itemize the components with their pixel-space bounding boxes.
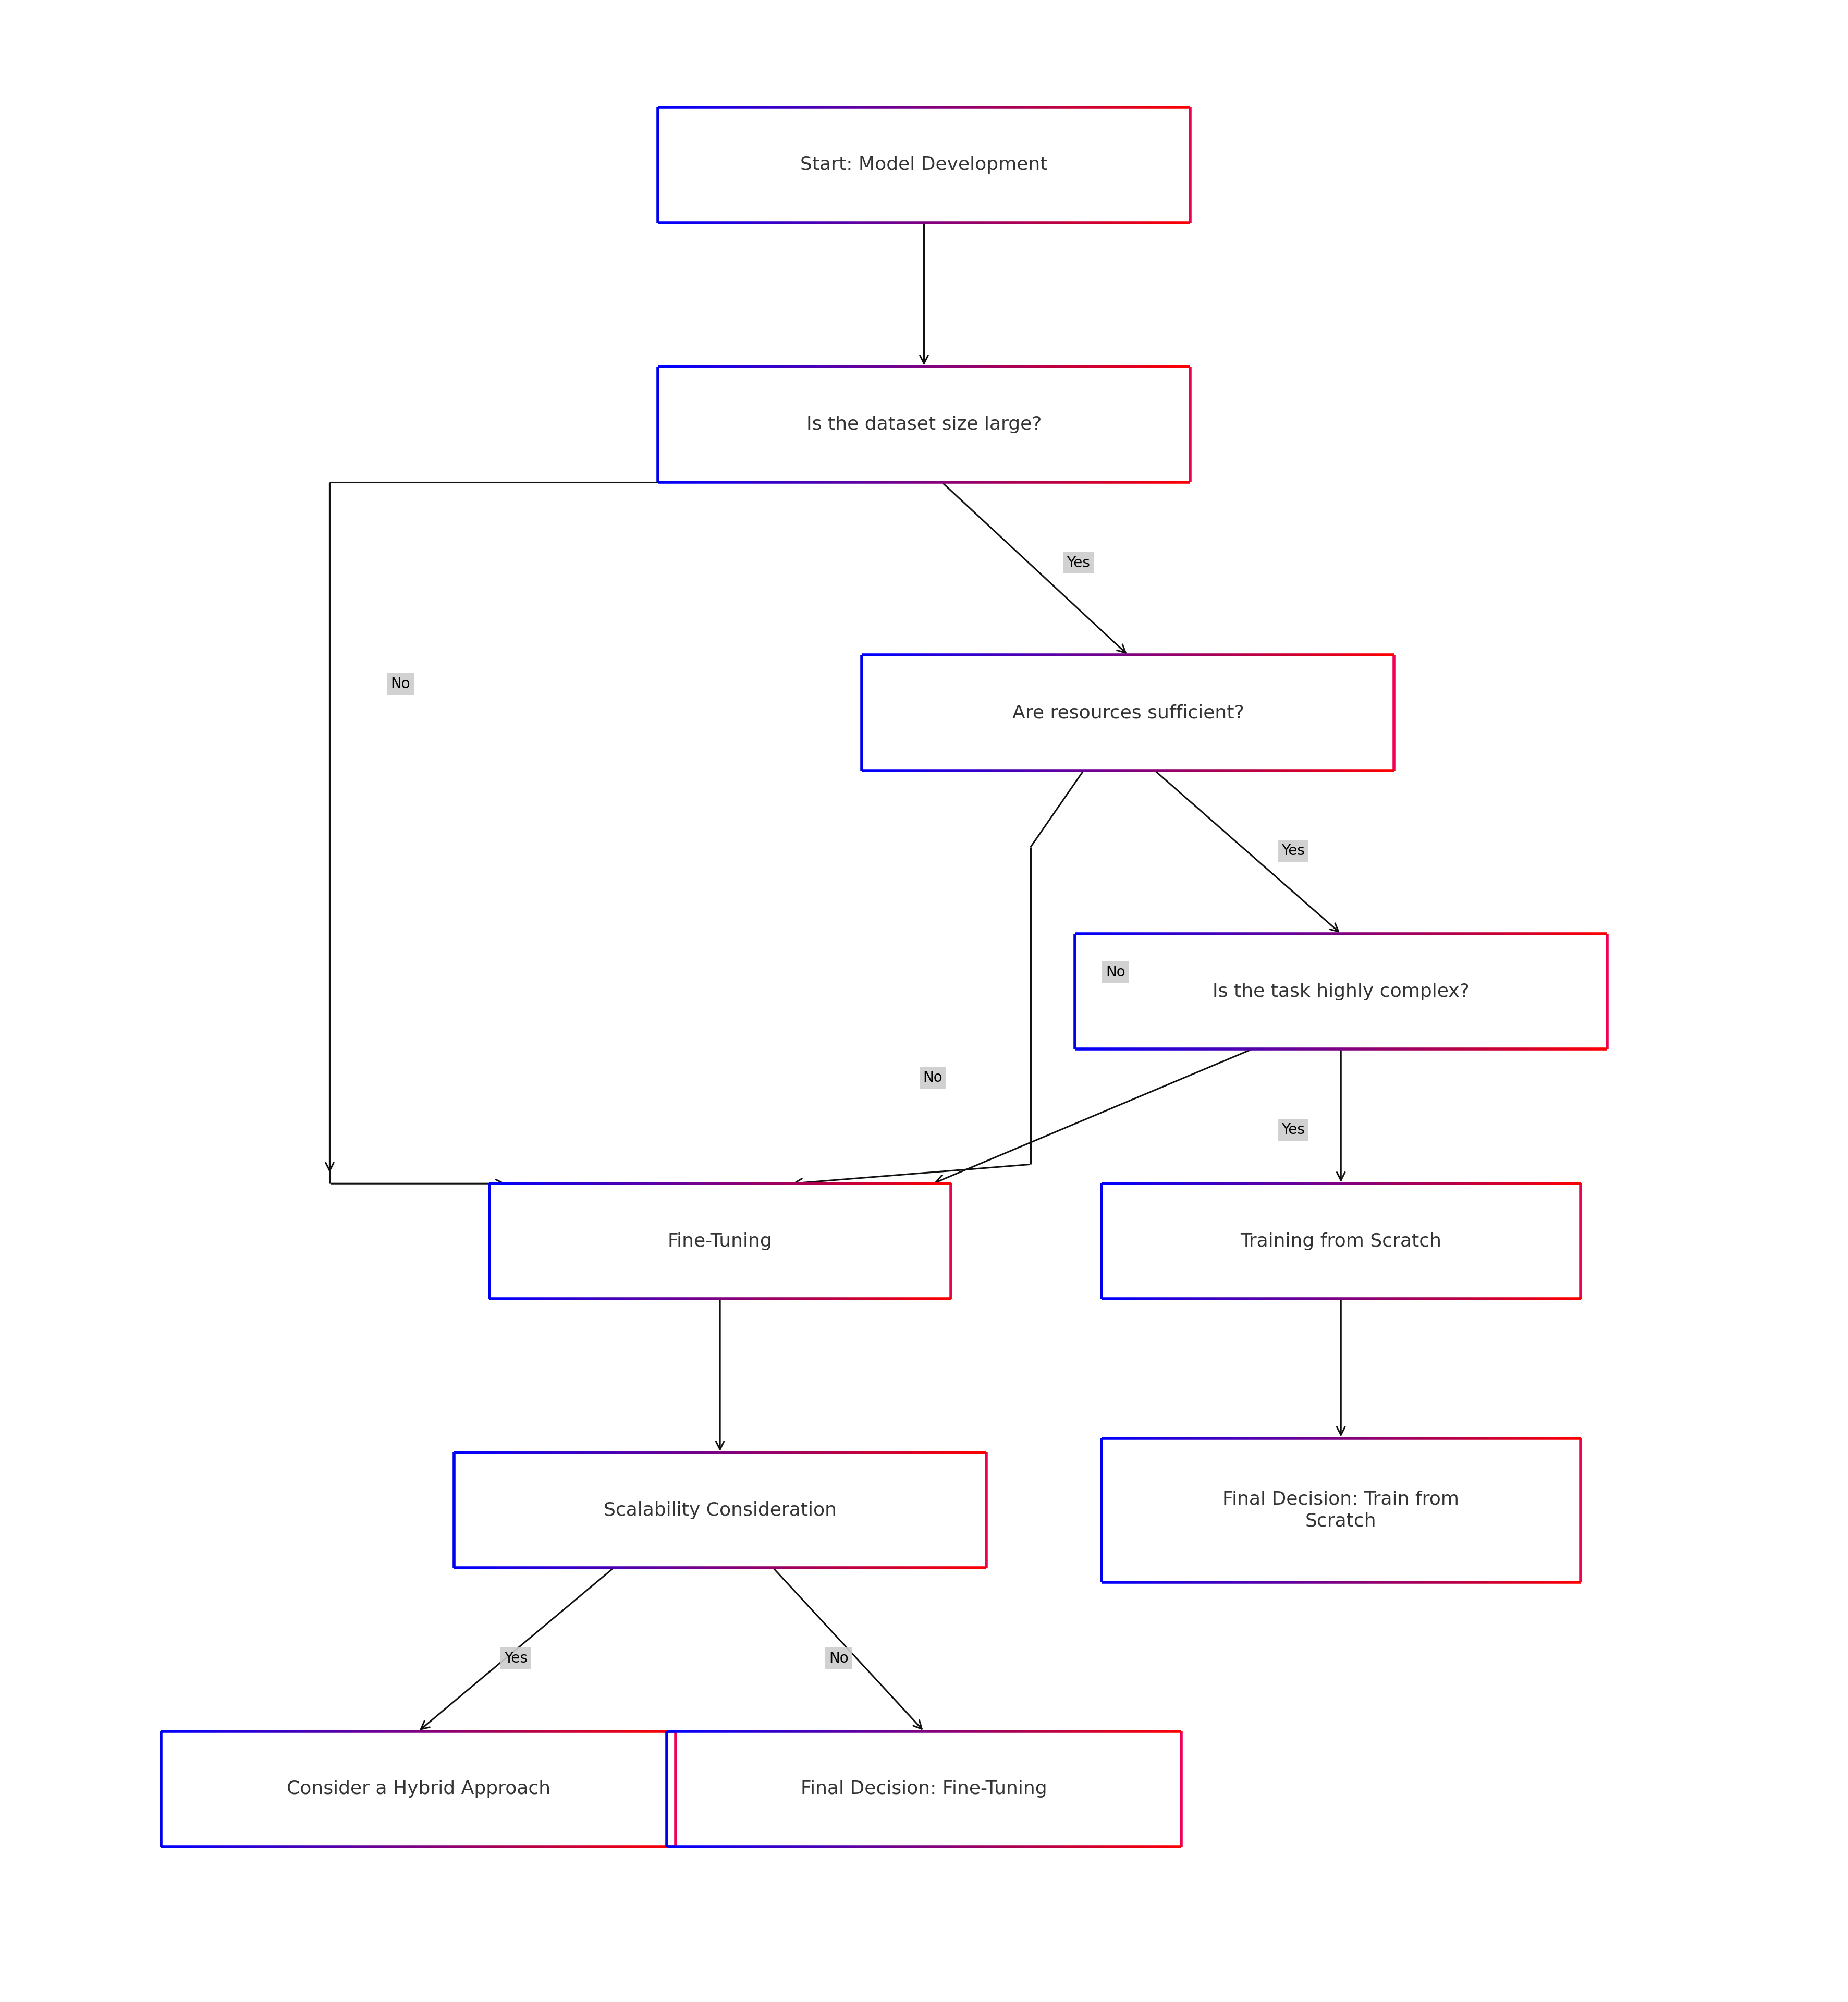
FancyBboxPatch shape (161, 1732, 676, 1846)
Text: Final Decision: Fine-Tuning: Final Decision: Fine-Tuning (800, 1780, 1048, 1798)
Text: Fine-Tuning: Fine-Tuning (667, 1233, 772, 1249)
FancyBboxPatch shape (1101, 1183, 1580, 1299)
Text: Is the task highly complex?: Is the task highly complex? (1212, 983, 1469, 1001)
FancyBboxPatch shape (1076, 933, 1608, 1049)
FancyBboxPatch shape (658, 108, 1190, 222)
FancyBboxPatch shape (1101, 1437, 1580, 1582)
Text: Training from Scratch: Training from Scratch (1240, 1233, 1441, 1249)
Text: Is the dataset size large?: Is the dataset size large? (806, 416, 1042, 432)
Text: Start: Model Development: Start: Model Development (800, 156, 1048, 174)
Text: Final Decision: Train from
Scratch: Final Decision: Train from Scratch (1223, 1489, 1460, 1530)
Text: Consider a Hybrid Approach: Consider a Hybrid Approach (286, 1780, 551, 1798)
Text: Are resources sufficient?: Are resources sufficient? (1013, 705, 1244, 721)
Text: No: No (922, 1071, 942, 1085)
Text: No: No (830, 1652, 848, 1666)
FancyBboxPatch shape (861, 655, 1393, 771)
FancyBboxPatch shape (667, 1732, 1181, 1846)
Text: No: No (390, 677, 410, 691)
FancyBboxPatch shape (490, 1183, 950, 1299)
Text: No: No (1105, 965, 1125, 979)
Text: Scalability Consideration: Scalability Consideration (604, 1502, 837, 1520)
Text: Yes: Yes (1281, 1123, 1305, 1137)
FancyBboxPatch shape (455, 1453, 987, 1568)
Text: Yes: Yes (505, 1652, 529, 1666)
FancyBboxPatch shape (658, 366, 1190, 482)
Text: Yes: Yes (1066, 555, 1090, 571)
Text: Yes: Yes (1281, 843, 1305, 859)
